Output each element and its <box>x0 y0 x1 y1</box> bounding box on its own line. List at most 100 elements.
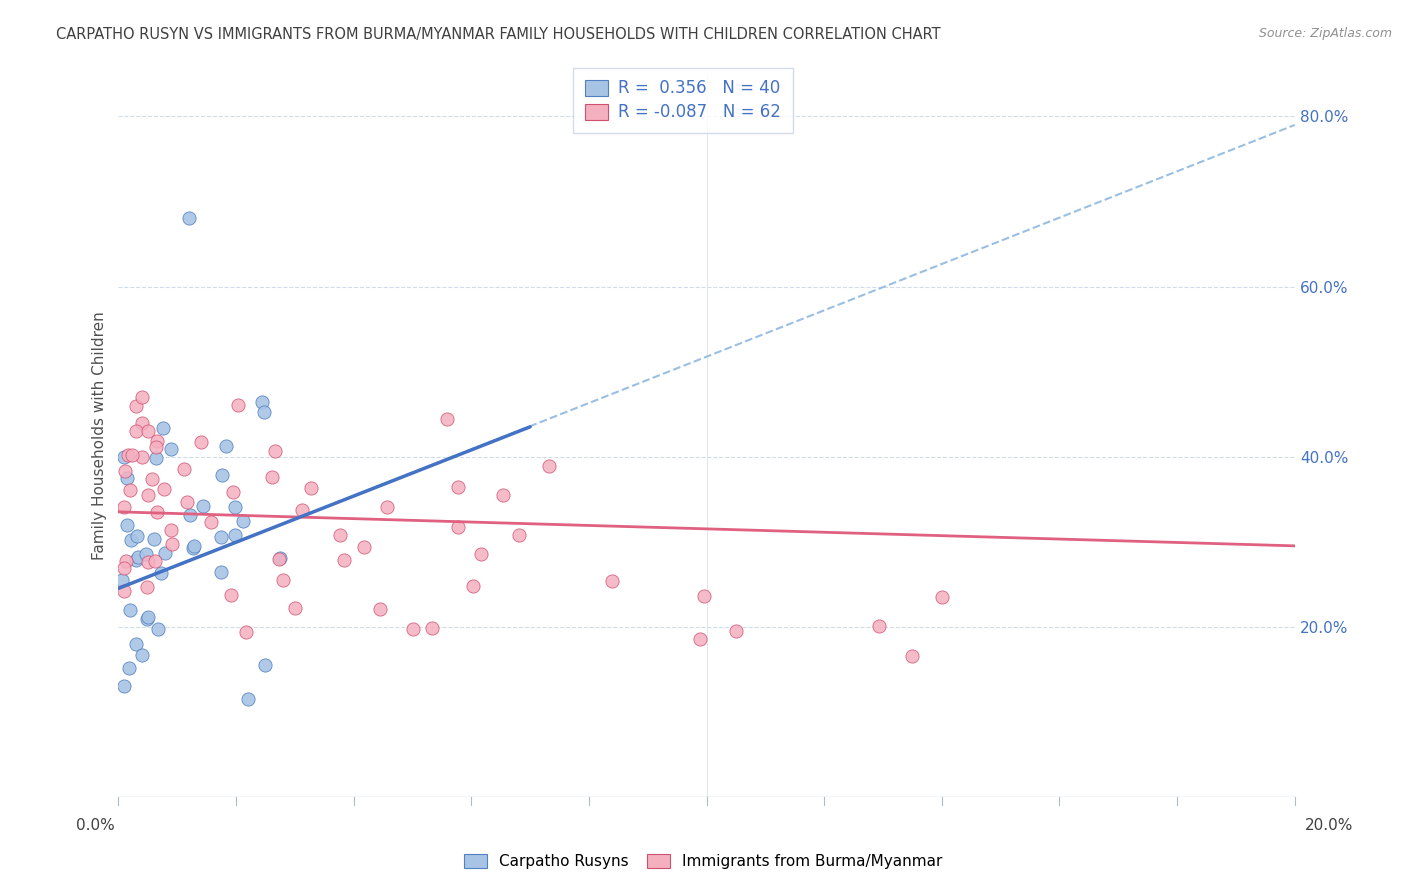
Point <box>332 553 354 567</box>
Point <box>461 579 484 593</box>
Point <box>209 565 232 579</box>
Point <box>228 398 250 412</box>
Point <box>264 444 287 458</box>
Point <box>149 566 172 581</box>
Point <box>179 508 201 522</box>
Point <box>235 624 257 639</box>
Point <box>420 621 443 635</box>
Point <box>183 539 205 553</box>
Point <box>135 580 157 594</box>
Point <box>162 537 184 551</box>
Point <box>222 485 245 500</box>
Point <box>115 518 138 533</box>
Point <box>146 622 169 636</box>
Point <box>131 648 153 663</box>
Point <box>145 451 167 466</box>
Point <box>177 211 200 226</box>
Point <box>236 692 259 706</box>
Point <box>125 424 148 438</box>
Legend: Carpatho Rusyns, Immigrants from Burma/Myanmar: Carpatho Rusyns, Immigrants from Burma/M… <box>457 847 949 875</box>
Point <box>538 458 561 473</box>
Point <box>135 547 157 561</box>
Point <box>901 649 924 664</box>
Point <box>375 500 398 515</box>
Point <box>117 448 139 462</box>
Point <box>152 420 174 434</box>
Point <box>111 573 134 587</box>
Point <box>127 549 149 564</box>
Point <box>724 624 747 638</box>
Point <box>145 434 167 449</box>
Point <box>145 554 167 568</box>
Point <box>125 399 148 413</box>
Point <box>329 527 352 541</box>
Point <box>160 442 183 456</box>
Point <box>141 472 163 486</box>
Point <box>112 679 135 693</box>
Point <box>368 601 391 615</box>
Point <box>283 601 305 615</box>
Point <box>173 461 195 475</box>
Point <box>112 561 135 575</box>
Y-axis label: Family Households with Children: Family Households with Children <box>93 311 107 559</box>
Point <box>120 483 142 497</box>
Point <box>125 529 148 543</box>
Point <box>299 481 322 495</box>
Point <box>211 467 233 482</box>
Point <box>269 551 291 566</box>
Point <box>121 448 143 462</box>
Point <box>224 500 246 514</box>
Legend: R =  0.356   N = 40, R = -0.087   N = 62: R = 0.356 N = 40, R = -0.087 N = 62 <box>574 68 793 133</box>
Point <box>868 619 890 633</box>
Point <box>190 434 212 449</box>
Point <box>689 632 711 646</box>
Point <box>136 610 159 624</box>
Point <box>402 623 425 637</box>
Point <box>145 505 167 519</box>
Point <box>131 450 153 464</box>
Point <box>200 516 222 530</box>
Point <box>232 515 254 529</box>
Point <box>136 488 159 502</box>
Point <box>250 394 273 409</box>
Point <box>267 551 290 566</box>
Point <box>260 469 283 483</box>
Text: CARPATHO RUSYN VS IMMIGRANTS FROM BURMA/MYANMAR FAMILY HOUSEHOLDS WITH CHILDREN : CARPATHO RUSYN VS IMMIGRANTS FROM BURMA/… <box>56 27 941 42</box>
Point <box>215 438 238 452</box>
Point <box>181 541 204 555</box>
Point <box>253 405 276 419</box>
Text: Source: ZipAtlas.com: Source: ZipAtlas.com <box>1258 27 1392 40</box>
Point <box>219 588 242 602</box>
Point <box>120 602 142 616</box>
Point <box>159 523 181 537</box>
Point <box>176 495 198 509</box>
Point <box>112 583 135 598</box>
Point <box>600 574 623 589</box>
Point <box>145 440 167 454</box>
Point <box>152 482 174 496</box>
Point <box>436 412 458 426</box>
Point <box>492 487 515 501</box>
Point <box>136 555 159 569</box>
Point <box>447 520 470 534</box>
Point <box>508 528 530 542</box>
Point <box>931 590 953 604</box>
Point <box>112 500 135 514</box>
Point <box>131 416 153 430</box>
Point <box>224 528 246 542</box>
Point <box>136 424 159 438</box>
Point <box>291 503 314 517</box>
Point <box>447 480 470 494</box>
Point <box>271 574 294 588</box>
Point <box>124 553 146 567</box>
Point <box>118 661 141 675</box>
Point <box>131 390 153 404</box>
Point <box>193 499 215 513</box>
Text: 0.0%: 0.0% <box>76 818 115 832</box>
Point <box>153 546 176 560</box>
Point <box>120 533 142 547</box>
Point <box>143 532 166 546</box>
Point <box>136 611 159 625</box>
Point <box>114 464 136 478</box>
Point <box>117 471 139 485</box>
